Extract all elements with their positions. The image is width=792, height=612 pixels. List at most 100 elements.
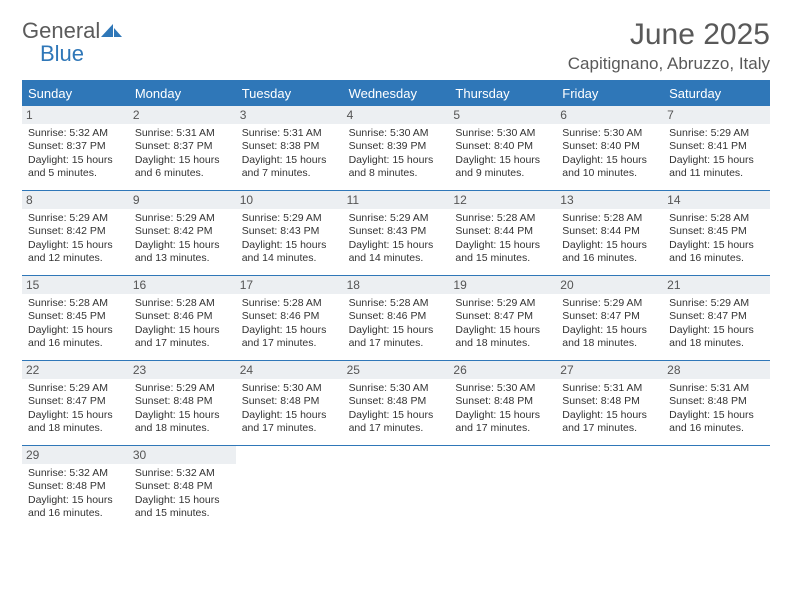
calendar-day-cell: 7Sunrise: 5:29 AMSunset: 8:41 PMDaylight… — [663, 106, 770, 190]
day-sunset: Sunset: 8:46 PM — [135, 310, 230, 323]
calendar-day-cell: 27 Sunrise: 5:31 AMSunset: 8:48 PMDayligh… — [556, 361, 663, 445]
day-number: 28 — [663, 361, 770, 379]
day-sunset: Sunset: 8:44 PM — [562, 225, 657, 238]
day-daylight: Daylight: 15 hours and 10 minutes. — [562, 154, 657, 181]
calendar-day-cell: 26Sunrise: 5:30 AMSunset: 8:48 PMDayligh… — [449, 361, 556, 445]
calendar-day-cell: 12Sunrise: 5:28 AMSunset: 8:44 PMDayligh… — [449, 191, 556, 275]
day-sunrise: Sunrise: 5:31 AM — [669, 382, 764, 395]
day-sunset: Sunset: 8:43 PM — [242, 225, 337, 238]
calendar-day-cell: 30Sunrise: 5:32 AMSunset: 8:48 PMDayligh… — [129, 446, 236, 530]
day-number: 27 — [556, 361, 663, 379]
day-number: 9 — [129, 191, 236, 209]
day-daylight: Daylight: 15 hours and 16 minutes. — [28, 324, 123, 351]
day-daylight: Daylight: 15 hours and 18 minutes. — [135, 409, 230, 436]
day-daylight: Daylight: 15 hours and 9 minutes. — [455, 154, 550, 181]
calendar-day-cell: 18Sunrise: 5:28 AMSunset: 8:46 PMDayligh… — [343, 276, 450, 360]
weekday-header: Thursday — [449, 82, 556, 106]
calendar-day-cell: 6Sunrise: 5:30 AMSunset: 8:40 PMDaylight… — [556, 106, 663, 190]
calendar-day-cell: 21Sunrise: 5:29 AMSunset: 8:47 PMDayligh… — [663, 276, 770, 360]
day-sunrise: Sunrise: 5:30 AM — [349, 382, 444, 395]
header: General Blue June 2025 Capitignano, Abru… — [22, 18, 770, 74]
day-number: 18 — [343, 276, 450, 294]
day-number: 14 — [663, 191, 770, 209]
day-sunset: Sunset: 8:38 PM — [242, 140, 337, 153]
weekday-header-row: Sunday Monday Tuesday Wednesday Thursday… — [22, 82, 770, 106]
day-sunrise: Sunrise: 5:28 AM — [455, 212, 550, 225]
calendar-day-cell: 20Sunrise: 5:29 AMSunset: 8:47 PMDayligh… — [556, 276, 663, 360]
day-number: 17 — [236, 276, 343, 294]
calendar-day-cell: 9Sunrise: 5:29 AMSunset: 8:42 PMDaylight… — [129, 191, 236, 275]
day-daylight: Daylight: 15 hours and 17 minutes. — [135, 324, 230, 351]
day-sunset: Sunset: 8:42 PM — [135, 225, 230, 238]
day-sunset: Sunset: 8:45 PM — [669, 225, 764, 238]
day-number: 26 — [449, 361, 556, 379]
day-sunrise: Sunrise: 5:29 AM — [135, 382, 230, 395]
day-sunset: Sunset: 8:48 PM — [562, 395, 657, 408]
calendar-day-cell — [663, 446, 770, 530]
day-number: 16 — [129, 276, 236, 294]
day-sunset: Sunset: 8:47 PM — [455, 310, 550, 323]
day-daylight: Daylight: 15 hours and 7 minutes. — [242, 154, 337, 181]
calendar-day-cell: 5Sunrise: 5:30 AMSunset: 8:40 PMDaylight… — [449, 106, 556, 190]
weekday-header: Tuesday — [236, 82, 343, 106]
calendar-day-cell — [556, 446, 663, 530]
day-sunrise: Sunrise: 5:30 AM — [242, 382, 337, 395]
day-sunrise: Sunrise: 5:29 AM — [562, 297, 657, 310]
day-sunset: Sunset: 8:48 PM — [28, 480, 123, 493]
calendar-day-cell: 3Sunrise: 5:31 AMSunset: 8:38 PMDaylight… — [236, 106, 343, 190]
calendar-page: General Blue June 2025 Capitignano, Abru… — [0, 0, 792, 530]
day-sunrise: Sunrise: 5:29 AM — [669, 127, 764, 140]
calendar-day-cell: 19Sunrise: 5:29 AMSunset: 8:47 PMDayligh… — [449, 276, 556, 360]
day-sunset: Sunset: 8:47 PM — [28, 395, 123, 408]
day-daylight: Daylight: 15 hours and 17 minutes. — [349, 324, 444, 351]
calendar-day-cell: 16 Sunrise: 5:28 AMSunset: 8:46 PMDayligh… — [129, 276, 236, 360]
day-sunrise: Sunrise: 5:28 AM — [242, 297, 337, 310]
day-daylight: Daylight: 15 hours and 8 minutes. — [349, 154, 444, 181]
day-number: 3 — [236, 106, 343, 124]
day-sunrise: Sunrise: 5:30 AM — [455, 382, 550, 395]
day-daylight: Daylight: 15 hours and 17 minutes. — [242, 324, 337, 351]
day-number: 30 — [129, 446, 236, 464]
day-sunrise: Sunrise: 5:31 AM — [562, 382, 657, 395]
calendar-day-cell: 14Sunrise: 5:28 AMSunset: 8:45 PMDayligh… — [663, 191, 770, 275]
calendar-day-cell: 24Sunrise: 5:30 AMSunset: 8:48 PMDayligh… — [236, 361, 343, 445]
day-sunrise: Sunrise: 5:28 AM — [135, 297, 230, 310]
calendar-week: 22Sunrise: 5:29 AMSunset: 8:47 PMDayligh… — [22, 361, 770, 446]
brand-word-1: General — [22, 18, 100, 43]
day-sunrise: Sunrise: 5:28 AM — [28, 297, 123, 310]
calendar-week: 1Sunrise: 5:32 AMSunset: 8:37 PMDaylight… — [22, 106, 770, 191]
day-sunrise: Sunrise: 5:30 AM — [349, 127, 444, 140]
day-sunrise: Sunrise: 5:29 AM — [669, 297, 764, 310]
day-daylight: Daylight: 15 hours and 16 minutes. — [562, 239, 657, 266]
calendar-day-cell: 15Sunrise: 5:28 AMSunset: 8:45 PMDayligh… — [22, 276, 129, 360]
calendar-day-cell: 28Sunrise: 5:31 AMSunset: 8:48 PMDayligh… — [663, 361, 770, 445]
day-sunset: Sunset: 8:44 PM — [455, 225, 550, 238]
calendar-grid: Sunday Monday Tuesday Wednesday Thursday… — [22, 80, 770, 530]
day-sunset: Sunset: 8:48 PM — [135, 480, 230, 493]
day-daylight: Daylight: 15 hours and 17 minutes. — [349, 409, 444, 436]
day-number: 29 — [22, 446, 129, 464]
day-sunrise: Sunrise: 5:31 AM — [135, 127, 230, 140]
day-number: 2 — [129, 106, 236, 124]
day-daylight: Daylight: 15 hours and 6 minutes. — [135, 154, 230, 181]
calendar-week: 29Sunrise: 5:32 AMSunset: 8:48 PMDayligh… — [22, 446, 770, 530]
calendar-day-cell — [449, 446, 556, 530]
day-daylight: Daylight: 15 hours and 17 minutes. — [562, 409, 657, 436]
day-sunrise: Sunrise: 5:32 AM — [28, 467, 123, 480]
day-sunrise: Sunrise: 5:29 AM — [28, 382, 123, 395]
calendar-day-cell: 2Sunrise: 5:31 AMSunset: 8:37 PMDaylight… — [129, 106, 236, 190]
title-block: June 2025 Capitignano, Abruzzo, Italy — [568, 18, 770, 74]
day-sunset: Sunset: 8:40 PM — [455, 140, 550, 153]
day-sunset: Sunset: 8:47 PM — [669, 310, 764, 323]
day-daylight: Daylight: 15 hours and 18 minutes. — [669, 324, 764, 351]
weeks-container: 1Sunrise: 5:32 AMSunset: 8:37 PMDaylight… — [22, 106, 770, 530]
day-daylight: Daylight: 15 hours and 14 minutes. — [242, 239, 337, 266]
day-sunrise: Sunrise: 5:32 AM — [135, 467, 230, 480]
calendar-day-cell: 23Sunrise: 5:29 AMSunset: 8:48 PMDayligh… — [129, 361, 236, 445]
day-daylight: Daylight: 15 hours and 11 minutes. — [669, 154, 764, 181]
day-number: 4 — [343, 106, 450, 124]
day-number: 25 — [343, 361, 450, 379]
day-number: 11 — [343, 191, 450, 209]
weekday-header: Friday — [556, 82, 663, 106]
day-sunset: Sunset: 8:43 PM — [349, 225, 444, 238]
